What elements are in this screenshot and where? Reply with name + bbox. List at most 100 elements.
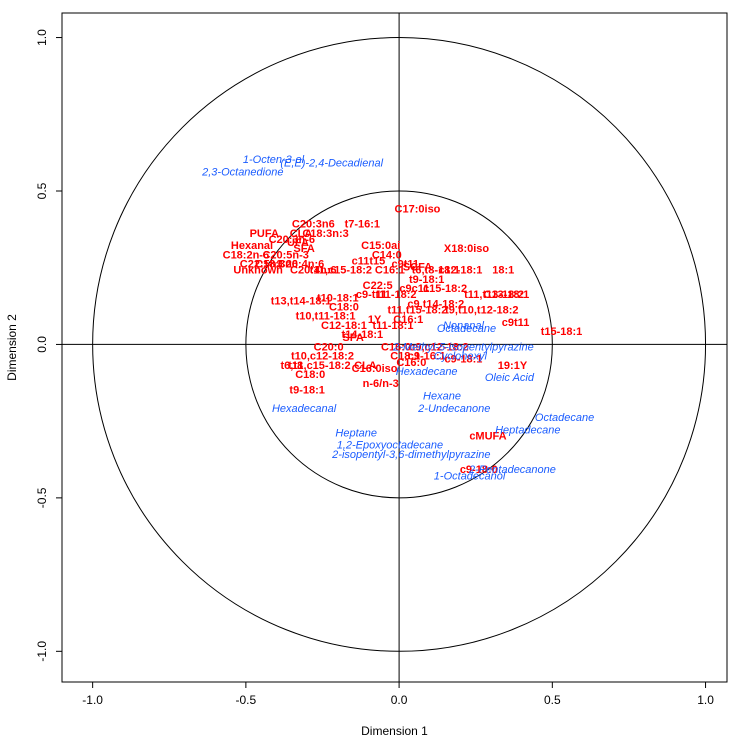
fatty-acid-label: CLA bbox=[354, 360, 377, 372]
fatty-acid-label: 19:1Y bbox=[498, 360, 528, 372]
fatty-acid-label: C18:2n-6 bbox=[223, 249, 269, 261]
fatty-acid-label: t11,t15-18:2 bbox=[388, 305, 448, 317]
volatile-label: 2-Methyl-5-isopentylpyrazine bbox=[392, 341, 534, 353]
fatty-acid-label: t11,c15-18:2 bbox=[310, 265, 372, 277]
fatty-acid-label: t7-16:1 bbox=[345, 219, 380, 231]
fatty-acid-label: C20:4n:6 bbox=[290, 265, 336, 277]
fatty-acid-label: SCFA bbox=[403, 262, 432, 274]
fatty-acid-label: C14:0 bbox=[372, 249, 402, 261]
fatty-acid-label: t11-18:1 bbox=[372, 320, 413, 332]
fatty-acid-label: t11,c15-18:2 bbox=[288, 360, 350, 372]
fatty-acid-label: C16:1 bbox=[393, 314, 423, 326]
volatile-label: 2-Undecanone bbox=[417, 403, 490, 415]
fatty-acid-label: C16:0 bbox=[396, 357, 426, 369]
fatty-acid-label: c9-16:1 bbox=[408, 351, 446, 363]
volatile-label: 1-Octen-3-ol bbox=[243, 154, 305, 166]
fatty-acid-label: n-6/n-3 bbox=[363, 378, 399, 390]
fatty-acid-label: t9,t10,t12-18:2 bbox=[445, 305, 518, 317]
fatty-acid-label: t10-18:1 bbox=[317, 292, 359, 304]
volatile-label: Hexane bbox=[423, 391, 461, 403]
fatty-acid-label: C22:5 bbox=[363, 280, 393, 292]
fatty-acid-label: PUFA bbox=[250, 228, 279, 240]
volatile-label: 2-isopentyl-3,6-dimethylpyrazine bbox=[331, 449, 490, 461]
y-axis-title: Dimension 2 bbox=[5, 314, 19, 381]
fatty-acid-label: C16:1 bbox=[375, 265, 405, 277]
volatile-label: Heptane bbox=[335, 427, 377, 439]
volatile-label: Oleic Acid bbox=[485, 372, 535, 384]
volatile-label: Nonanal bbox=[443, 320, 485, 332]
fatty-acid-label: C20:5n-3 bbox=[262, 249, 308, 261]
y-tick-label: 0.5 bbox=[35, 182, 49, 199]
fatty-acid-label: C18:1 bbox=[390, 351, 420, 363]
fatty-acid-label: C20:3n-6 bbox=[269, 234, 315, 246]
fatty-acid-label: C22:5n3 bbox=[240, 259, 283, 271]
fatty-acid-label: c12-18:1 bbox=[438, 265, 482, 277]
fatty-acid-label: t11-18:2 bbox=[376, 289, 417, 301]
fatty-acid-label: c9c11 bbox=[399, 283, 429, 295]
x-tick-label: -1.0 bbox=[82, 693, 103, 707]
fatty-acid-label: t6,t8 bbox=[281, 360, 304, 372]
fatty-acid-label: t9-18:1 bbox=[289, 384, 324, 396]
y-tick-label: -1.0 bbox=[35, 641, 49, 662]
fatty-acid-label: t10,c12-18:2 bbox=[291, 351, 354, 363]
volatile-label: Octadecane bbox=[535, 412, 594, 424]
fatty-acid-label: C17:0iso bbox=[395, 203, 441, 215]
volatile-label: Heptadecane bbox=[495, 424, 560, 436]
fatty-acid-label: SFA bbox=[342, 332, 363, 344]
volatile-label: 2,3-Octanedione bbox=[201, 166, 283, 178]
reference-layer bbox=[62, 13, 727, 682]
fatty-acid-label: c9-t11 bbox=[356, 289, 387, 301]
fatty-acid-label: c9t11 bbox=[502, 317, 530, 329]
fatty-acid-label: t9-18:1 bbox=[409, 274, 444, 286]
volatile-label: Octadecane bbox=[437, 323, 496, 335]
x-axis-title: Dimension 1 bbox=[361, 724, 428, 738]
fatty-acid-label: C20:4n:6 bbox=[278, 259, 324, 271]
volatile-label: 1-Octadecanol bbox=[434, 470, 506, 482]
fatty-acid-label: c11t15 bbox=[352, 255, 386, 267]
fatty-acid-label: t13,t14-18:1 bbox=[271, 295, 332, 307]
fatty-acid-label: C20:3n6 bbox=[292, 219, 335, 231]
x-tick-label: -0.5 bbox=[236, 693, 257, 707]
fatty-acid-label: Hexanal bbox=[231, 240, 273, 252]
volatile-label: Cyclohexyl bbox=[434, 351, 488, 363]
fatty-acid-label: C18:0 bbox=[295, 369, 325, 381]
fatty-acid-label: CLA bbox=[290, 228, 313, 240]
fatty-acid-label: X18:0iso bbox=[444, 243, 490, 255]
fatty-acid-label: c9-18:1 bbox=[444, 354, 482, 366]
plot-frame bbox=[61, 12, 728, 683]
x-tick-label: 0.5 bbox=[544, 693, 561, 707]
volatile-label: 2-Pentadecanone bbox=[468, 464, 556, 476]
fatty-acid-label: 1Y bbox=[368, 314, 382, 326]
axes: -1.0 -0.5 0.0 0.5 1.0 -1.0 -0.5 0.0 0.5 1.0 bbox=[35, 29, 714, 707]
fatty-acid-label: c15-18:2 bbox=[423, 283, 467, 295]
y-tick-label: -0.5 bbox=[35, 487, 49, 508]
fatty-acid-label: C16:0iso bbox=[352, 363, 398, 375]
y-tick-label: 1.0 bbox=[35, 29, 49, 46]
fatty-acid-label: C18:3n6 bbox=[255, 259, 298, 271]
fatty-acid-label: C18:0 bbox=[329, 302, 359, 314]
fatty-acid-label: t15-18:1 bbox=[541, 326, 583, 338]
fatty-acid-label: C20:0 bbox=[314, 341, 344, 353]
fatty-acid-label: cMUFA bbox=[469, 430, 506, 442]
fatty-acid-label: C12-18:1 bbox=[321, 320, 367, 332]
fatty-acid-label: Unknown bbox=[233, 265, 283, 277]
volatile-label: 1,2-Epoxyoctadecane bbox=[337, 440, 443, 452]
fatty-acid-label: C16:0 bbox=[381, 341, 411, 353]
fatty-acid-label: c9,t14-18:2 bbox=[407, 298, 464, 310]
fatty-acid-label: C15:0ai bbox=[361, 240, 400, 252]
fatty-acid-label: 18:1 bbox=[492, 265, 514, 277]
fatty-acid-label: c9-18:0 bbox=[460, 464, 498, 476]
fatty-acid-label: t10,t11-18:1 bbox=[296, 311, 356, 323]
y-tick-label: 0.0 bbox=[35, 336, 49, 353]
fatty-acid-label: UFA bbox=[287, 237, 309, 249]
fatty-acid-label: t14-18:1 bbox=[342, 329, 384, 341]
fatty-acid-label: t6,t8-18:1 bbox=[412, 265, 460, 277]
volatile-label: Hexadecanal bbox=[272, 403, 337, 415]
fatty-acid-label: c9t11 bbox=[391, 259, 419, 271]
volatile-label: (E,E)-2,4-Decadienal bbox=[280, 157, 383, 169]
fatty-acid-label: t11,t13-18:2 bbox=[464, 289, 524, 301]
fatty-acid-label: C13-18:1 bbox=[483, 289, 529, 301]
fatty-acid-label: c9,c12-18:2 bbox=[409, 341, 468, 353]
fatty-acid-label: SFA bbox=[293, 243, 314, 255]
